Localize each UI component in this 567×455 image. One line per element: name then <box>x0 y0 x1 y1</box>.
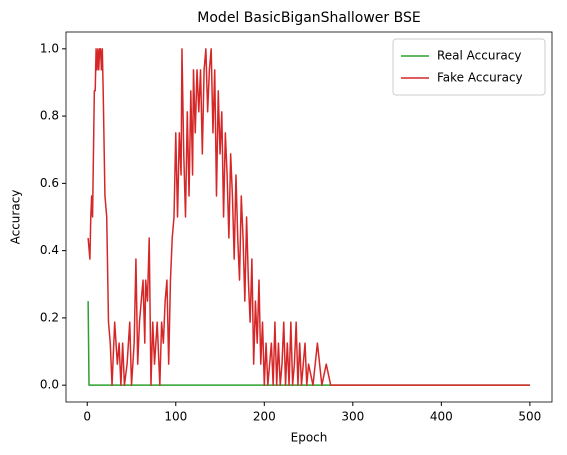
x-tick-label: 500 <box>518 410 541 424</box>
legend-box <box>392 38 546 96</box>
y-axis-label: Accuracy <box>9 190 23 245</box>
x-tick-label: 400 <box>430 410 453 424</box>
y-tick-label: 0.2 <box>40 310 59 324</box>
legend-label: Real Accuracy <box>437 49 521 63</box>
y-tick-label: 1.0 <box>40 41 59 55</box>
plot-frame <box>65 31 553 403</box>
x-tick-label: 100 <box>164 410 187 424</box>
x-tick-label: 300 <box>341 410 364 424</box>
y-tick-label: 0.6 <box>40 176 59 190</box>
line <box>87 301 530 386</box>
legend-label: Fake Accuracy <box>437 71 523 85</box>
line <box>87 48 530 386</box>
y-tick-label: 0.4 <box>40 243 59 257</box>
chart-title: Model BasicBiganShallower BSE <box>197 10 420 26</box>
x-tick-label: 200 <box>253 410 276 424</box>
x-axis-label: Epoch <box>291 431 328 445</box>
y-tick-label: 0.0 <box>40 378 59 392</box>
y-tick-label: 0.8 <box>40 109 59 123</box>
x-tick-label: 0 <box>83 410 91 424</box>
